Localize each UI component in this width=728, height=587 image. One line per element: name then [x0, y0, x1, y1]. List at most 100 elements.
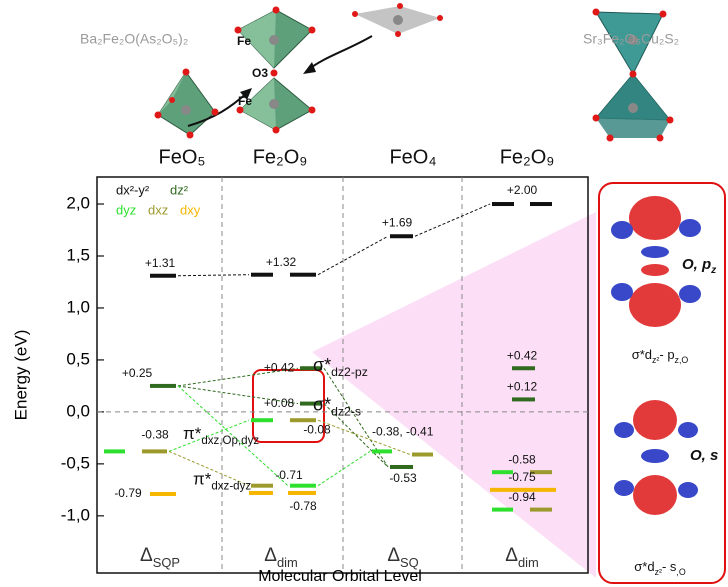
level-label: +1.69	[382, 215, 413, 229]
energy-level	[492, 470, 513, 475]
legend-entry: dxy	[180, 202, 201, 217]
energy-level	[530, 202, 552, 207]
energy-level	[372, 449, 392, 454]
energy-level	[251, 418, 273, 423]
level-label: -0.94	[508, 490, 536, 504]
energy-level	[150, 383, 176, 388]
annotation-sub: dxz,Op,dyz	[201, 435, 259, 447]
annotation-part: π*	[183, 424, 202, 443]
y-tick-label: 1,0	[66, 297, 90, 316]
energy-level	[490, 487, 556, 492]
legend-entry: dx²-y²	[116, 182, 150, 197]
arrow	[307, 35, 373, 71]
level-label: -0.75	[508, 470, 536, 484]
column-separators	[221, 177, 463, 573]
iron-atoms	[181, 15, 638, 115]
oxygen-atoms	[154, 3, 674, 142]
orbital-images	[611, 196, 701, 515]
level-label: +0.42	[507, 348, 538, 362]
connector	[323, 403, 389, 468]
arrow	[187, 91, 249, 127]
column-label: ΔSQ	[387, 545, 418, 570]
level-label: +2.00	[507, 183, 538, 197]
polyhedron-label: FeO₄	[389, 146, 436, 168]
legend-entry: dyz	[116, 202, 136, 217]
connector	[168, 419, 250, 452]
polyhedron-label: FeO₅	[159, 146, 206, 168]
annotation: π*dxz,Op,dyz	[183, 424, 259, 447]
level-label: +0.12	[507, 380, 538, 394]
panel-label-sub: z²	[655, 567, 662, 577]
panel-label-part: O, p	[682, 256, 711, 273]
column-label: ΔSQP	[140, 545, 180, 570]
energy-level	[150, 273, 176, 278]
legend-entry: dxz	[148, 202, 168, 217]
polyhedron-face	[238, 10, 276, 68]
arrow-head	[240, 88, 252, 100]
level-label: -0.08	[303, 422, 331, 436]
panel-label: O, s	[690, 447, 718, 464]
polyhedron-label: Fe₂O₉	[500, 146, 555, 168]
level-label: -0.78	[289, 499, 317, 513]
connector	[317, 235, 389, 276]
annotation-part: σ*	[313, 394, 331, 414]
energy-level	[512, 366, 535, 371]
energy-level	[512, 397, 535, 402]
connector	[414, 203, 491, 237]
energy-level	[300, 401, 322, 406]
connector	[317, 450, 371, 487]
connector	[177, 385, 299, 405]
column-label-part: Δ	[264, 545, 277, 566]
level-label: +1.31	[145, 256, 176, 270]
atom-label: O3	[252, 66, 268, 80]
level-label: +0.42	[264, 360, 295, 374]
panel-label-sub: ,O	[676, 567, 685, 577]
level-label: +0.08	[264, 396, 295, 410]
connector	[168, 450, 250, 487]
column-label-sub: SQP	[153, 555, 180, 570]
energy-level	[412, 452, 433, 457]
panel-label-sub: z²	[652, 355, 659, 365]
column-label-sub: dim	[518, 555, 539, 570]
connector	[177, 367, 299, 387]
level-label: +0.25	[122, 366, 153, 380]
connector	[317, 419, 411, 455]
panel-label-part: - p	[659, 347, 674, 362]
polyhedron-label: Fe₂O₉	[253, 146, 308, 168]
annotation: π*dxz-dyz	[193, 470, 251, 493]
panel-label-part: - s	[662, 559, 677, 574]
panel-label-part: σ*d	[634, 559, 654, 574]
column-label-part: Δ	[140, 545, 153, 566]
projection-wedge	[312, 212, 596, 578]
energy-level	[300, 366, 322, 371]
energy-level	[290, 483, 316, 488]
annotation: σ*dz2-s	[313, 394, 361, 418]
column-label: Δdim	[264, 545, 298, 570]
level-label: -0.71	[275, 468, 303, 482]
polyhedron-face	[158, 72, 186, 115]
x-axis-label: Molecular Orbital Level	[258, 568, 422, 585]
annotation: -0.38, -0.41	[372, 425, 434, 439]
y-axis-label: Energy (eV)	[11, 330, 30, 421]
energy-level	[142, 449, 167, 454]
compound-name: Ba₂Fe₂O(As₂O₅)₂	[80, 31, 188, 47]
energy-level	[492, 202, 514, 207]
compound-name: Sr₃Fe₂O₅Cu₂S₂	[583, 31, 679, 47]
energy-level	[104, 449, 125, 454]
panel-label: σ*dz²- pz,O	[632, 347, 689, 365]
level-label: -0.79	[114, 486, 142, 500]
atom-label: Fe	[238, 94, 252, 108]
panel-label-sub: z	[710, 265, 717, 276]
annotation: σ*dz2-pz	[313, 355, 368, 379]
y-tick-label: 2,0	[66, 194, 90, 213]
level-label: -0.53	[389, 471, 417, 485]
atom-label: Fe	[237, 34, 251, 48]
panel-label: σ*dz²- s,O	[634, 559, 686, 577]
y-tick-label: -1,0	[61, 505, 90, 524]
annotation-part: -0.38, -0.41	[372, 425, 434, 439]
energy-level	[530, 470, 552, 475]
panel-label-part: O, s	[690, 447, 718, 464]
arrow-head	[303, 62, 316, 74]
level-label: +1.32	[266, 255, 297, 269]
